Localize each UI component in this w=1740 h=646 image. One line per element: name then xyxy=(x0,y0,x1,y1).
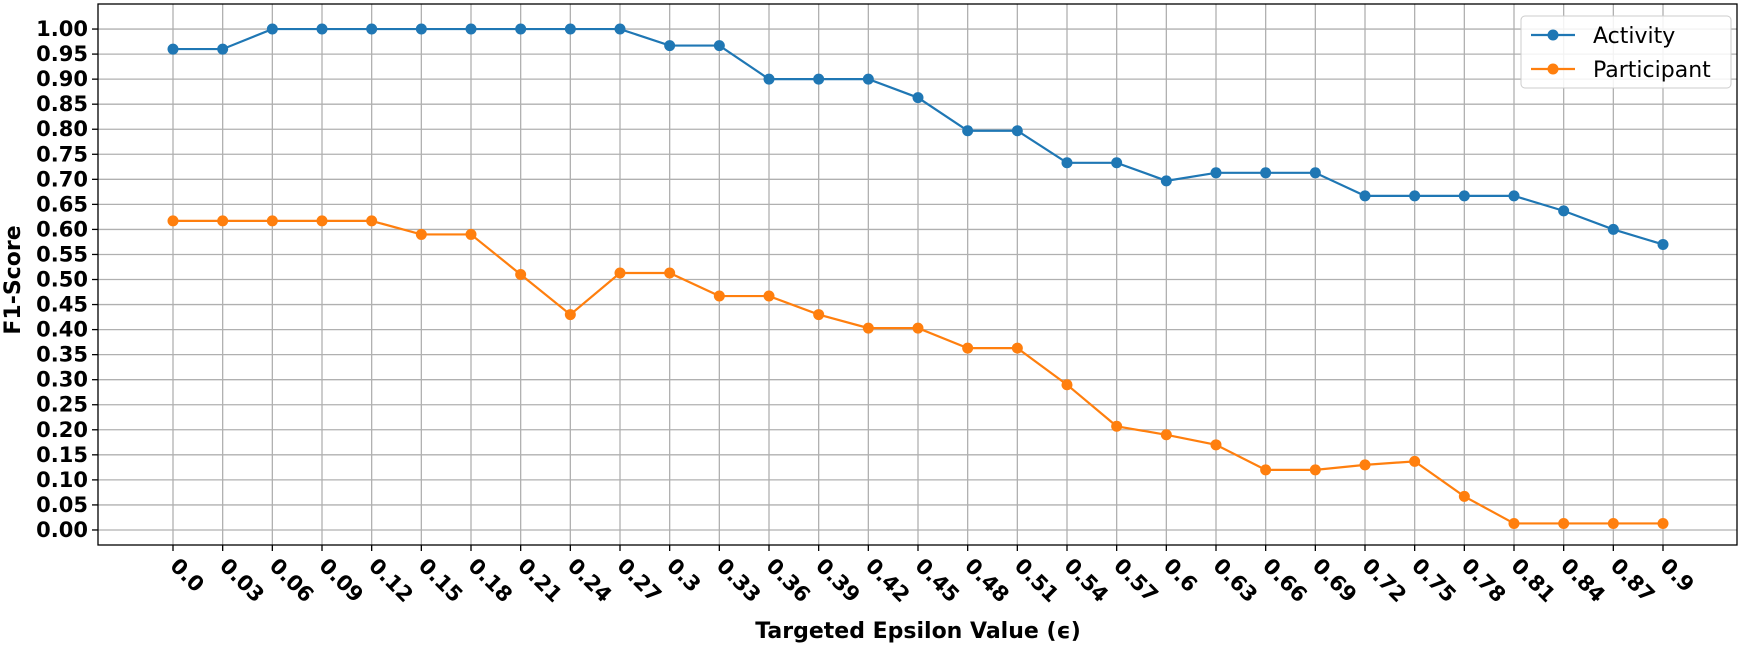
y-tick-label: 0.85 xyxy=(36,92,88,116)
y-tick-label: 0.35 xyxy=(36,343,88,367)
data-point xyxy=(1409,190,1421,202)
y-tick-label: 0.50 xyxy=(36,268,88,292)
y-tick-label: 0.45 xyxy=(36,293,88,317)
data-point xyxy=(614,23,626,35)
data-point xyxy=(167,43,179,55)
y-tick-label: 0.80 xyxy=(36,117,88,141)
data-point xyxy=(1458,490,1470,502)
y-tick-label: 0.65 xyxy=(36,192,88,216)
y-tick-label: 0.75 xyxy=(36,142,88,166)
data-point xyxy=(465,228,477,240)
data-point xyxy=(1260,464,1272,476)
data-point xyxy=(366,23,378,35)
series-activity xyxy=(167,23,1669,250)
data-point xyxy=(316,215,328,227)
data-point xyxy=(217,43,229,55)
data-point xyxy=(1160,175,1172,187)
data-point xyxy=(1260,167,1272,179)
data-point xyxy=(1508,517,1520,529)
data-point xyxy=(266,23,278,35)
data-point xyxy=(1558,205,1570,217)
data-point xyxy=(266,215,278,227)
y-tick-label: 0.25 xyxy=(36,393,88,417)
data-point xyxy=(813,309,825,321)
data-point xyxy=(862,73,874,85)
y-tick-label: 0.55 xyxy=(36,242,88,266)
x-axis-label: Targeted Epsilon Value (ϵ) xyxy=(755,619,1081,644)
data-point xyxy=(1359,190,1371,202)
y-tick-label: 0.15 xyxy=(36,443,88,467)
data-point xyxy=(1011,125,1023,137)
data-point xyxy=(664,40,676,52)
data-point xyxy=(1657,517,1669,529)
data-point xyxy=(1111,420,1123,432)
data-point xyxy=(515,269,527,280)
data-point xyxy=(1657,238,1669,250)
series-layer xyxy=(167,23,1669,529)
data-point xyxy=(763,73,775,85)
data-point xyxy=(713,40,725,52)
legend-marker xyxy=(1547,63,1559,75)
data-point xyxy=(1309,464,1321,476)
y-tick-label: 0.00 xyxy=(36,518,88,542)
data-point xyxy=(415,23,427,35)
data-point xyxy=(1558,517,1570,529)
data-point xyxy=(813,73,825,85)
data-point xyxy=(614,267,626,279)
data-point xyxy=(167,215,179,227)
y-tick-label: 0.05 xyxy=(36,493,88,517)
data-point xyxy=(1011,342,1023,354)
data-point xyxy=(564,23,576,35)
y-tick-label: 0.30 xyxy=(36,368,88,392)
data-point xyxy=(1508,190,1520,202)
data-point xyxy=(962,342,974,354)
y-tick-label: 0.20 xyxy=(36,418,88,442)
y-tick-label: 0.70 xyxy=(36,167,88,191)
data-point xyxy=(664,267,676,279)
legend-item: Participant xyxy=(1531,58,1711,83)
data-point xyxy=(1210,439,1222,451)
y-tick-label: 0.90 xyxy=(36,67,88,91)
data-point xyxy=(217,215,229,227)
data-point xyxy=(1458,190,1470,202)
grid xyxy=(98,4,1737,545)
legend-label: Participant xyxy=(1593,58,1711,83)
data-point xyxy=(912,322,924,334)
data-point xyxy=(465,23,477,35)
legend-marker xyxy=(1547,29,1559,41)
y-tick-label: 0.60 xyxy=(36,217,88,241)
legend: Activity Participant xyxy=(1520,15,1732,89)
data-point xyxy=(1210,167,1222,179)
data-point xyxy=(1061,157,1073,169)
data-point xyxy=(564,309,576,321)
data-point xyxy=(1607,517,1619,529)
data-point xyxy=(316,23,328,35)
data-point xyxy=(366,215,378,227)
data-point xyxy=(1309,167,1321,179)
data-point xyxy=(515,23,527,35)
y-tick-label: 1.00 xyxy=(36,17,88,41)
data-point xyxy=(862,322,874,334)
legend-item: Activity xyxy=(1531,24,1675,49)
data-point xyxy=(1359,459,1371,471)
data-point xyxy=(1111,157,1123,169)
data-point xyxy=(962,125,974,137)
data-point xyxy=(1409,455,1421,467)
y-axis-ticks: 0.000.050.100.150.200.250.300.350.400.45… xyxy=(36,17,98,542)
y-tick-label: 0.95 xyxy=(36,42,88,66)
series-participant xyxy=(167,215,1669,529)
legend-label: Activity xyxy=(1593,24,1675,49)
plot-frame xyxy=(97,3,1738,546)
y-tick-label: 0.10 xyxy=(36,468,88,492)
y-axis-label: F1-Score xyxy=(1,225,26,334)
data-point xyxy=(1061,379,1073,391)
data-point xyxy=(912,92,924,104)
data-point xyxy=(1607,223,1619,235)
data-point xyxy=(1160,429,1172,441)
data-point xyxy=(713,290,725,302)
data-point xyxy=(415,228,427,240)
data-point xyxy=(763,290,775,302)
y-tick-label: 0.40 xyxy=(36,318,88,342)
